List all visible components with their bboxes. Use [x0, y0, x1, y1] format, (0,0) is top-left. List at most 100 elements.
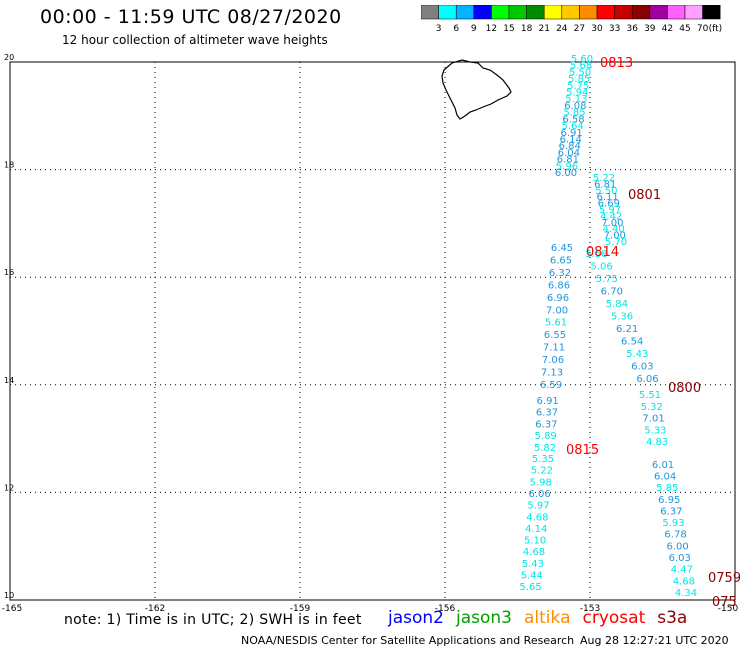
wave-height-value: 5.36 — [611, 312, 633, 323]
lat-tick-label: 14 — [4, 376, 14, 385]
wave-height-value: 6.65 — [550, 255, 572, 266]
wave-height-value: 6.95 — [658, 495, 680, 506]
wave-height-value: 6.91 — [537, 396, 559, 407]
wave-height-value: 7.06 — [542, 355, 564, 366]
wave-height-value: 5.22 — [531, 466, 553, 477]
altimeter-track: 0759 — [708, 571, 740, 586]
colorbar-label: 27 — [574, 24, 585, 33]
lon-tick-label: -165 — [2, 604, 22, 614]
wave-height-value: 5.13 — [565, 94, 587, 105]
wave-height-value: 4.40 — [602, 224, 624, 235]
altimeter-track: 5.226.815.506.116.695.974.427.004.407.00… — [593, 173, 661, 248]
colorbar-label: 36 — [626, 24, 638, 33]
wave-height-value: 7.11 — [543, 343, 565, 354]
colorbar-label: 6 — [453, 24, 459, 33]
credit-line: NOAA/NESDIS Center for Satellite Applica… — [241, 634, 575, 647]
wave-height-value: 5.89 — [535, 431, 557, 442]
wave-height-value: 5.70 — [605, 237, 627, 248]
wave-height-value: 5.82 — [534, 443, 556, 454]
map-frame — [9, 61, 736, 601]
wave-height-value: 6.55 — [544, 330, 566, 341]
colorbar-label: 42 — [662, 24, 673, 33]
wave-height-value: 5.75 — [567, 81, 589, 92]
pass-time-label: 0800 — [668, 381, 701, 396]
wave-height-value: 6.03 — [669, 553, 691, 564]
colorbar-swatch — [702, 5, 721, 20]
wave-height-value: 7.00 — [546, 305, 568, 316]
wave-height-value: 4.83 — [646, 437, 668, 448]
wave-height-value: 6.70 — [601, 287, 623, 298]
wave-height-value: 5.64 — [561, 121, 583, 132]
island-coastline — [441, 59, 512, 120]
wave-height-value: 4.14 — [525, 524, 547, 535]
wave-height-value: 5.61 — [545, 318, 567, 329]
wave-height-value: 5.84 — [606, 299, 628, 310]
wave-height-value: 5.60 — [571, 54, 593, 65]
pass-time-label: 0814 — [586, 245, 619, 260]
wave-height-value: 6.03 — [631, 361, 653, 372]
wave-height-value: 5.75 — [596, 274, 618, 285]
wave-height-value: 6.59 — [540, 380, 562, 391]
wave-height-value: 5.96 — [556, 161, 578, 172]
wave-height-value: 6.54 — [621, 336, 643, 347]
lat-tick-label: 20 — [4, 53, 14, 62]
altimeter-track: 5.51 6.91 5.32 6.37 7.01 6.37 5.33 5.89 4.83 5.82… — [534, 381, 701, 454]
wave-height-value: 6.91 — [561, 128, 583, 139]
wave-height-value: 5.44 — [521, 571, 543, 582]
wave-height-value: 5.06 — [591, 262, 613, 273]
legend-item-jason2: jason2 — [388, 608, 444, 628]
lon-tick-label: -159 — [290, 604, 311, 614]
wave-height-value: 6.04 — [654, 471, 676, 482]
lon-tick-label: -162 — [145, 604, 165, 614]
wave-height-value: 5.50 — [595, 186, 617, 197]
wave-height-value: 6.81 — [557, 155, 579, 166]
wave-height-value: 6.21 — [616, 324, 638, 335]
colorbar-label: 3 — [436, 24, 442, 33]
wave-height-value: 6.69 — [598, 199, 620, 210]
legend-item-jason3: jason3 — [456, 608, 512, 628]
wave-height-value: 7.01 — [642, 414, 664, 425]
wave-height-value: 5.51 — [639, 390, 661, 401]
colorbar-label: 70 — [697, 24, 709, 33]
altimeter-track: 5.35 6.01 5.22 6.04 5.98 5.85 6.06 6.95 5.97 6.37… — [519, 443, 697, 599]
wave-height-value: 5.94 — [566, 88, 588, 99]
wave-height-value: 6.86 — [548, 280, 570, 291]
wave-height-value: 6.01 — [652, 460, 674, 471]
lon-tick-label: -150 — [718, 604, 739, 614]
pass-time-label: 0813 — [600, 56, 633, 71]
altimeter-track: 6.45 5.58 6.65 5.06 6.32 5.75 6.86 6.70 6.96 5.84… — [540, 243, 659, 391]
legend-item-cryosat: cryosat — [582, 608, 646, 628]
altimeter-track: 5.605.685.505.855.755.945.136.085.856.58… — [555, 54, 633, 179]
colorbar-label: 9 — [471, 24, 477, 33]
wave-height-value: 7.13 — [541, 368, 563, 379]
satellite-legend: jason2 jason3 altika cryosat s3a — [388, 608, 699, 628]
wave-height-value: 5.35 — [532, 454, 554, 465]
lon-tick-label: -156 — [435, 604, 456, 614]
wave-height-value: 6.08 — [564, 101, 586, 112]
wave-height-value: 6.84 — [559, 141, 581, 152]
lon-tick-label: -153 — [580, 604, 600, 614]
wave-height-value: 6.58 — [562, 114, 584, 125]
wave-height-value: 6.78 — [664, 530, 686, 541]
wave-height-value: 5.43 — [626, 349, 648, 360]
wave-height-value: 5.65 — [519, 582, 541, 593]
wave-height-value: 5.58 — [585, 249, 607, 260]
colorbar-label: 24 — [556, 24, 568, 33]
lat-tick-label: 18 — [4, 161, 14, 170]
altimeter-track: 075 — [712, 595, 737, 610]
wave-height-value: 7.00 — [604, 231, 626, 242]
wave-height-value: 7.00 — [601, 218, 623, 229]
wave-height-value: 5.43 — [522, 559, 544, 570]
pass-time-label: 0815 — [566, 443, 599, 458]
wave-height-value: 4.68 — [673, 576, 695, 587]
map-title: 00:00 - 11:59 UTC 08/27/2020 — [40, 6, 342, 28]
wave-height-value: 6.81 — [594, 179, 616, 190]
generated-timestamp: Aug 28 12:27:21 UTC 2020 — [580, 634, 729, 647]
colorbar-label: 15 — [503, 24, 514, 33]
wave-height-value: 5.85 — [656, 483, 678, 494]
wave-height-value: 5.85 — [563, 108, 585, 119]
lat-tick-label: 16 — [4, 268, 14, 277]
color-scale-bar: 3 6 9 12 15 18 21 24 27 30 33 36 39 42 45 70 (ft) — [421, 5, 722, 33]
pass-time-label: 075 — [712, 595, 737, 610]
